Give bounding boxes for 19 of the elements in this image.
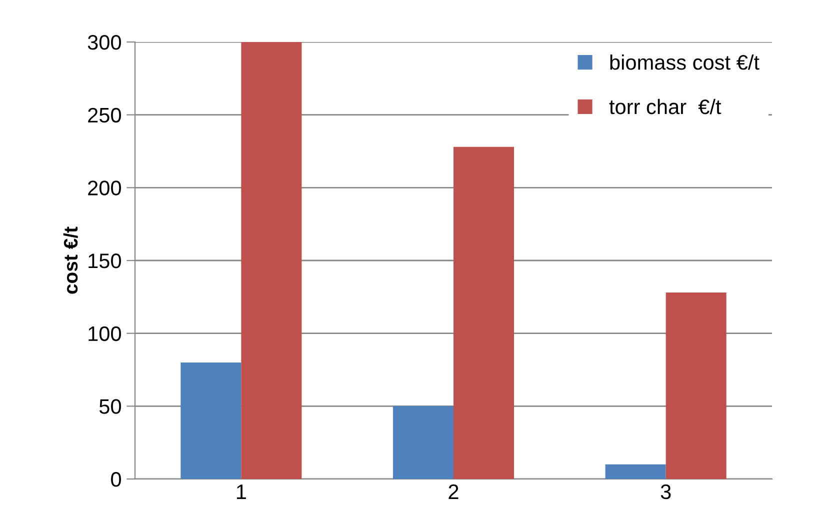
x-tick-label: 3: [660, 484, 671, 500]
x-tick-label: 1: [236, 484, 246, 499]
bar: [392, 406, 454, 479]
y-tick-label: 50: [99, 399, 121, 414]
y-axis-title: cost €/t: [63, 226, 78, 294]
y-tick-label: 300: [88, 35, 121, 50]
legend-label: torr char €/t: [609, 98, 722, 114]
bar: [666, 292, 726, 479]
legend-label: biomass cost €/t: [610, 54, 760, 70]
bar: [241, 42, 302, 479]
y-tick-label: 100: [88, 326, 121, 342]
bar: [454, 146, 514, 479]
x-tick-label: 2: [448, 484, 458, 499]
bar: [605, 464, 666, 479]
y-tick-label: 200: [88, 180, 121, 196]
y-tick-label: 150: [88, 254, 121, 268]
y-tick-label: 0: [111, 472, 121, 487]
y-tick-label: 250: [88, 108, 121, 123]
bar: [180, 362, 242, 479]
